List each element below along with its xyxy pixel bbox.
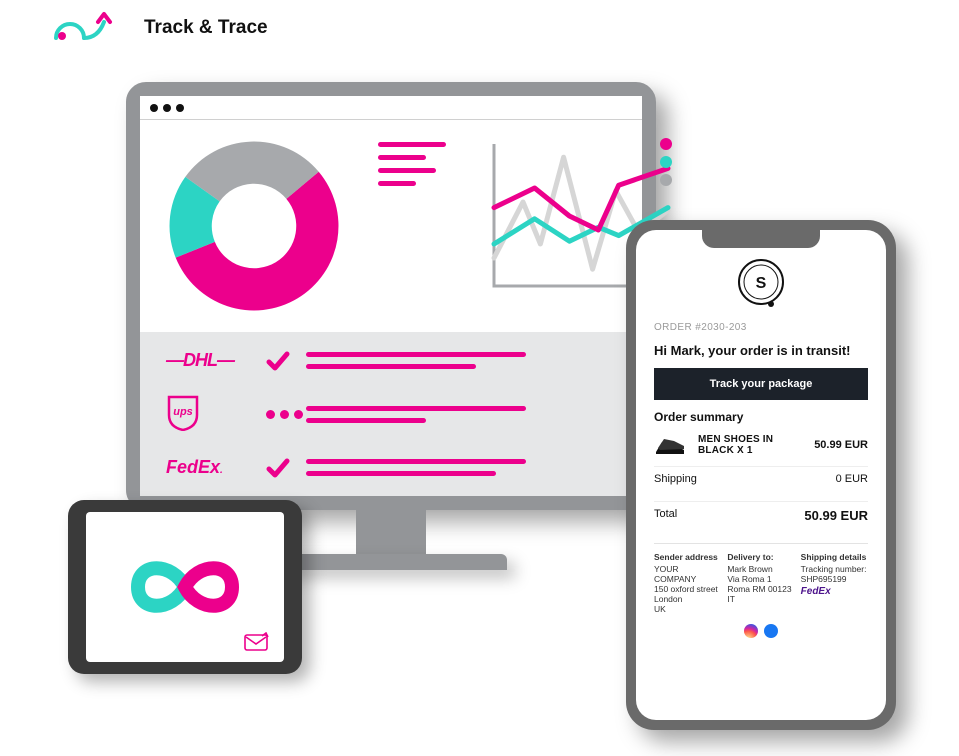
monitor-device: —DHL— ups FedEx.: [126, 82, 656, 570]
status-pending-icon: [266, 410, 306, 419]
monitor-stand: [275, 554, 507, 570]
product-price: 50.99 EUR: [814, 439, 868, 451]
carrier-logo: —DHL—: [166, 350, 266, 371]
phone-notch: [702, 230, 820, 248]
facebook-icon[interactable]: [764, 624, 778, 638]
header: Track & Trace: [48, 8, 268, 48]
shipping-value: 0 EUR: [836, 473, 868, 485]
logo-icon: [48, 8, 120, 48]
dashboard-top-panel: [140, 120, 642, 332]
total-label: Total: [654, 508, 677, 523]
social-row: [654, 624, 868, 638]
order-number: ORDER #2030-203: [654, 322, 868, 333]
phone-footer: Sender address YOUR COMPANY 150 oxford s…: [654, 543, 868, 638]
mail-icon[interactable]: [244, 632, 270, 652]
order-line-item: MEN SHOES IN BLACK X 1 50.99 EUR: [654, 434, 868, 456]
phone-device: S ORDER #2030-203 Hi Mark, your order is…: [626, 220, 896, 730]
instagram-icon[interactable]: [744, 624, 758, 638]
carrier-bars: [306, 352, 616, 369]
phone-content: S ORDER #2030-203 Hi Mark, your order is…: [636, 230, 886, 648]
product-name: MEN SHOES IN BLACK X 1: [698, 434, 804, 456]
delivery-address: Delivery to: Mark Brown Via Roma 1 Roma …: [727, 552, 794, 614]
svg-text:ups: ups: [173, 406, 193, 418]
tablet-device: [68, 500, 302, 674]
line-chart-legend-dots: [660, 138, 672, 186]
page-title: Track & Trace: [144, 17, 268, 39]
order-summary-title: Order summary: [654, 410, 868, 424]
shipping-label: Shipping: [654, 473, 697, 485]
monitor-screen: —DHL— ups FedEx.: [140, 96, 642, 496]
phone-screen: S ORDER #2030-203 Hi Mark, your order is…: [636, 230, 886, 720]
total-value: 50.99 EUR: [804, 508, 868, 523]
carrier-logo: FedEx.: [166, 457, 266, 478]
traffic-dot: [176, 104, 184, 112]
total-row: Total 50.99 EUR: [654, 501, 868, 529]
window-titlebar: [140, 96, 642, 120]
monitor-stand: [356, 510, 426, 554]
track-package-button[interactable]: Track your package: [654, 368, 868, 400]
carrier-logo: ups: [166, 393, 266, 436]
svg-text:S: S: [756, 275, 767, 292]
tablet-screen: [86, 512, 284, 662]
status-check-icon: [266, 350, 306, 372]
traffic-dot: [150, 104, 158, 112]
chart-legend-lines: [378, 138, 446, 314]
infinity-logo-icon: [122, 552, 248, 622]
carriers-panel: —DHL— ups FedEx.: [140, 332, 642, 496]
carrier-logo: FedEx: [801, 586, 868, 597]
shipping-details: Shipping details Tracking number: SHP695…: [801, 552, 868, 614]
carrier-bars: [306, 459, 616, 476]
status-check-icon: [266, 457, 306, 479]
shipping-row: Shipping 0 EUR: [654, 466, 868, 491]
traffic-dot: [163, 104, 171, 112]
donut-chart: [166, 138, 342, 314]
sender-address: Sender address YOUR COMPANY 150 oxford s…: [654, 552, 721, 614]
brand-logo-icon: S: [654, 256, 868, 312]
product-thumbnail-icon: [654, 434, 688, 456]
monitor-bezel: —DHL— ups FedEx.: [126, 82, 656, 510]
carrier-bars: [306, 406, 616, 423]
order-greeting: Hi Mark, your order is in transit!: [654, 343, 868, 358]
